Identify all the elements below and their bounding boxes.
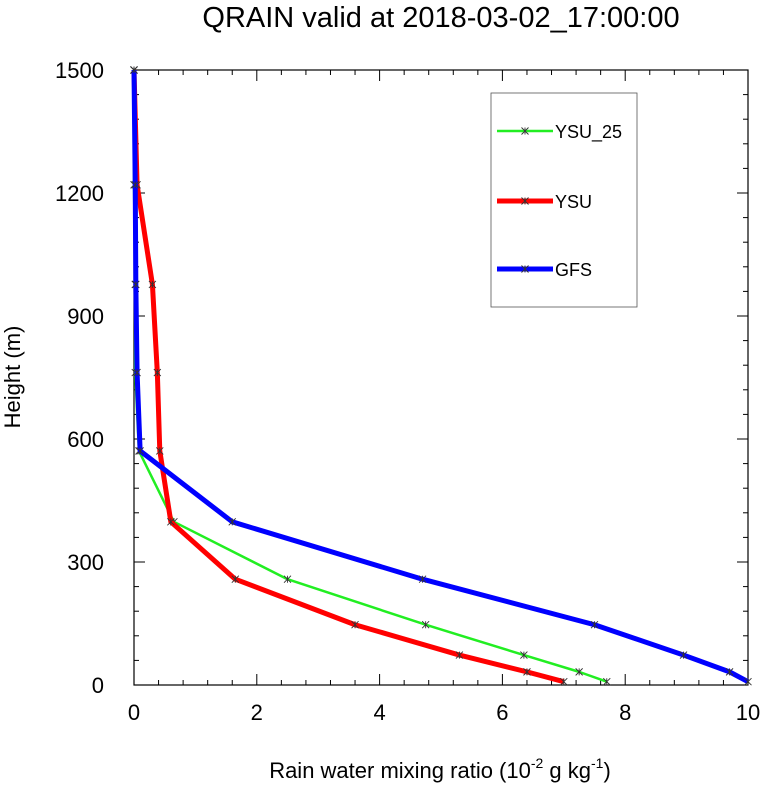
data-point: [231, 575, 240, 584]
data-point: [725, 668, 734, 676]
series-gfs: [130, 66, 752, 686]
legend-marker: [521, 265, 529, 273]
y-tick-label: 600: [67, 427, 104, 452]
data-point: [133, 368, 141, 377]
y-tick-label: 0: [92, 673, 104, 698]
data-point: [155, 447, 164, 455]
data-point: [602, 677, 611, 686]
legend-label-ysu: YSU: [555, 192, 592, 212]
data-point: [131, 180, 140, 189]
x-tick-label: 2: [251, 700, 263, 725]
plot-frame: [133, 69, 749, 686]
data-point: [167, 518, 175, 526]
y-tick-label: 1200: [55, 181, 104, 206]
data-point: [136, 447, 144, 455]
x-axis-label-text: Rain water mixing ratio (10: [269, 758, 531, 783]
chart-title: QRAIN valid at 2018-03-02_17:00:00: [202, 2, 679, 34]
y-axis-label: Height (m): [0, 326, 25, 429]
data-point: [130, 66, 138, 74]
axis-ticks: 0 2 4 6 8 10 0 300 600 900 1200 1500: [55, 58, 760, 725]
data-point: [590, 620, 599, 629]
y-tick-label: 900: [67, 304, 104, 329]
series-line-gfs: [131, 69, 750, 684]
x-tick-label: 10: [736, 700, 760, 725]
x-tick-label: 6: [496, 700, 508, 725]
x-tick-label: 0: [128, 700, 140, 725]
data-point: [283, 575, 292, 584]
data-point: [679, 651, 688, 659]
data-point: [418, 575, 427, 584]
data-point: [228, 518, 237, 526]
legend-label-gfs: GFS: [555, 260, 592, 280]
series-lines: [130, 66, 752, 686]
x-axis-label-close: ): [603, 758, 610, 783]
data-point: [132, 280, 140, 289]
legend-marker: [521, 127, 529, 135]
y-tick-label: 1500: [55, 58, 104, 83]
data-point: [421, 620, 430, 629]
data-point: [559, 677, 568, 686]
data-point: [148, 280, 157, 289]
data-point: [744, 677, 752, 686]
legend-marker: [521, 197, 529, 205]
data-point: [153, 368, 162, 377]
x-tick-label: 8: [619, 700, 631, 725]
x-axis-label-unit-exponent: -1: [591, 755, 604, 771]
legend: YSU_25 YSU GFS: [490, 92, 638, 308]
x-axis-label: Rain water mixing ratio (10-2 g kg-1): [269, 755, 611, 783]
y-tick-label: 300: [67, 550, 104, 575]
data-point: [351, 620, 359, 629]
legend-label-ysu_25: YSU_25: [555, 122, 622, 143]
x-axis-label-exponent: -2: [531, 755, 544, 771]
data-point: [520, 651, 528, 659]
x-tick-label: 4: [373, 700, 385, 725]
data-point: [523, 668, 531, 676]
data-point: [455, 651, 464, 659]
x-axis-label-unit: g kg: [543, 758, 591, 783]
plot-border: [133, 69, 749, 686]
data-point: [575, 668, 583, 676]
